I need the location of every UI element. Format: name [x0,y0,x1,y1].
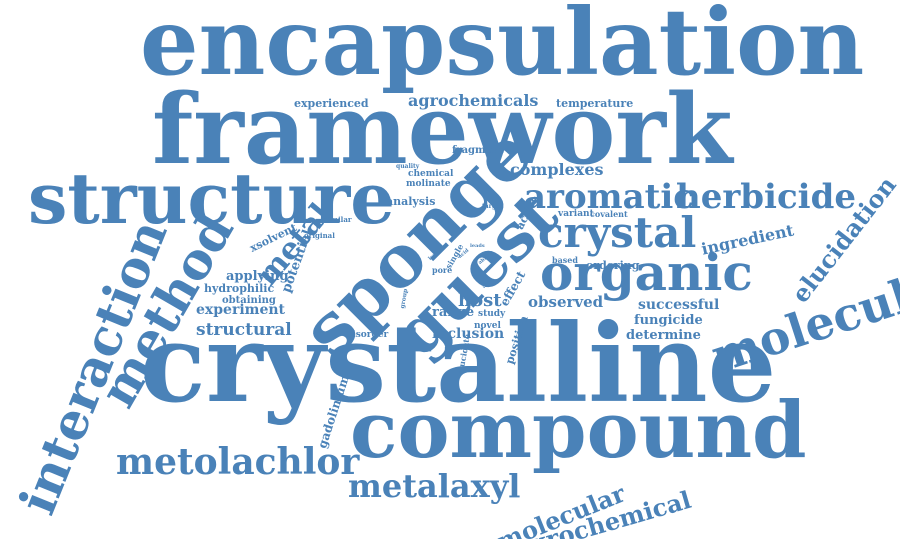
word-quality: quality [396,163,420,170]
word-novel: novel [474,321,501,331]
word-bond: bond [438,219,452,225]
word-experiment: experiment [196,302,286,318]
word-successful: successful [638,297,720,313]
word-encapsulation: encapsulation [140,0,865,96]
word-molinate: molinate [406,179,451,189]
word-herbicide: herbicide [676,177,856,217]
word-structural: structural [196,320,292,340]
word-structure: structure [28,157,395,240]
word-disorder: disorder [346,330,389,340]
word-compound: compound [350,385,807,476]
word-crystalline: crystalline [140,301,777,427]
word-observed: observed [528,293,604,311]
word-organic: organic [540,243,753,302]
word-leads: leads [470,243,485,249]
word-chemical: chemical [408,169,454,179]
word-ordering: ordering [586,259,640,272]
word-obtaining: obtaining [222,295,276,306]
word-metolachlor: metolachlor [116,441,360,483]
word-variant: variant [558,209,594,219]
word-fragment: fragment [452,145,504,156]
word-hydrophilic: hydrophilic [204,282,275,295]
word-applying: applying [226,269,289,284]
word-inclusion: inclusion [432,326,505,342]
word-covalent: covalent [590,209,628,219]
word-original: original [304,231,335,240]
word-agrochemicals: agrochemicals [408,91,539,110]
word-framework: framework [152,73,733,186]
word-complexes: complexes [510,160,604,179]
word-aromatic: aromatic [524,177,694,217]
word-pore: pore [432,265,453,275]
word-experienced: experienced [294,97,369,110]
word-similar: similar [324,215,352,224]
word-fungicide: fungicide [634,313,703,328]
word-host: host [458,290,502,311]
word-target: target [482,203,503,210]
word-temperature: temperature [556,97,634,110]
word-based: based [552,255,578,265]
word-analysis: analysis [386,195,436,208]
word-range: range [432,305,475,320]
word-study: study [478,309,506,319]
word-determine: determine [626,328,701,343]
word-metalaxyl: metalaxyl [348,467,521,505]
word-crystal: crystal [538,208,697,257]
